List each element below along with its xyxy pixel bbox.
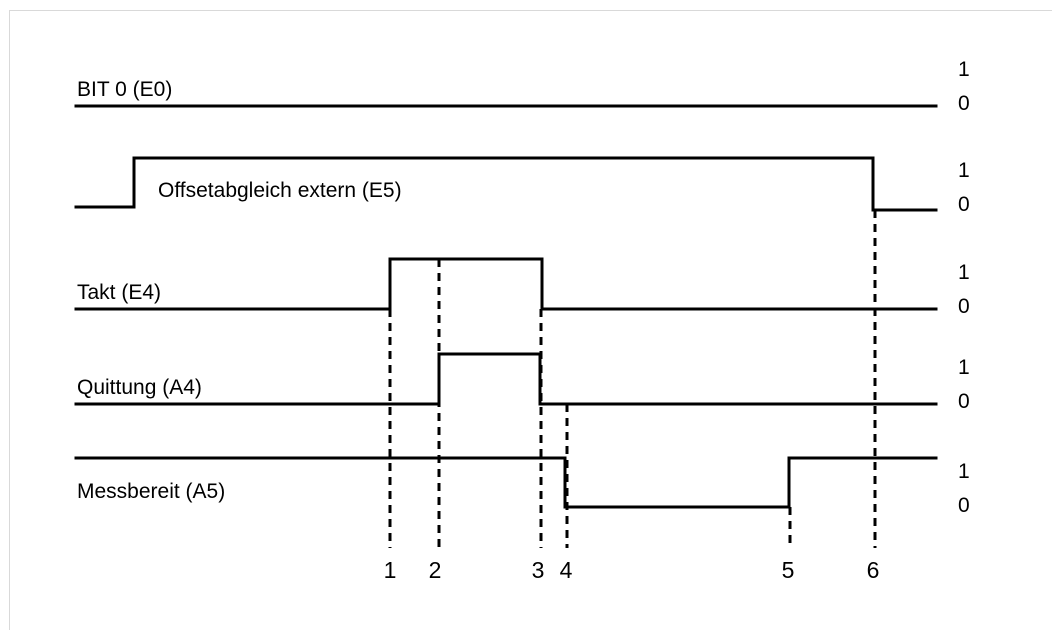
level-low-bit0: 0 xyxy=(958,92,970,115)
time-marker-4: 4 xyxy=(560,557,573,583)
time-marker-2: 2 xyxy=(429,557,442,583)
waveform-takt xyxy=(74,257,938,311)
time-marker-6: 6 xyxy=(867,557,880,583)
waveform-offsetabgleich xyxy=(74,156,938,212)
time-marker-3: 3 xyxy=(532,557,545,583)
time-marker-1: 1 xyxy=(384,557,397,583)
waveform-quittung xyxy=(74,352,938,406)
level-high-takt: 1 xyxy=(958,261,970,284)
level-low-quittung: 0 xyxy=(958,390,970,413)
level-low-takt: 0 xyxy=(958,295,970,318)
level-low-offsetabgleich: 0 xyxy=(958,193,970,216)
signal-label-takt: Takt (E4) xyxy=(77,281,161,304)
level-low-messbereit: 0 xyxy=(958,494,970,517)
level-high-offsetabgleich: 1 xyxy=(958,159,970,182)
signal-label-quittung: Quittung (A4) xyxy=(77,376,202,399)
time-marker-5: 5 xyxy=(782,557,795,583)
level-high-messbereit: 1 xyxy=(958,460,970,483)
signal-label-offsetabgleich: Offsetabgleich extern (E5) xyxy=(158,179,402,202)
signal-label-messbereit: Messbereit (A5) xyxy=(77,480,225,503)
level-high-quittung: 1 xyxy=(958,356,970,379)
signal-label-bit0: BIT 0 (E0) xyxy=(77,78,172,101)
level-high-bit0: 1 xyxy=(958,58,970,81)
diagram-frame xyxy=(9,10,1052,630)
waveform-messbereit xyxy=(74,456,938,509)
